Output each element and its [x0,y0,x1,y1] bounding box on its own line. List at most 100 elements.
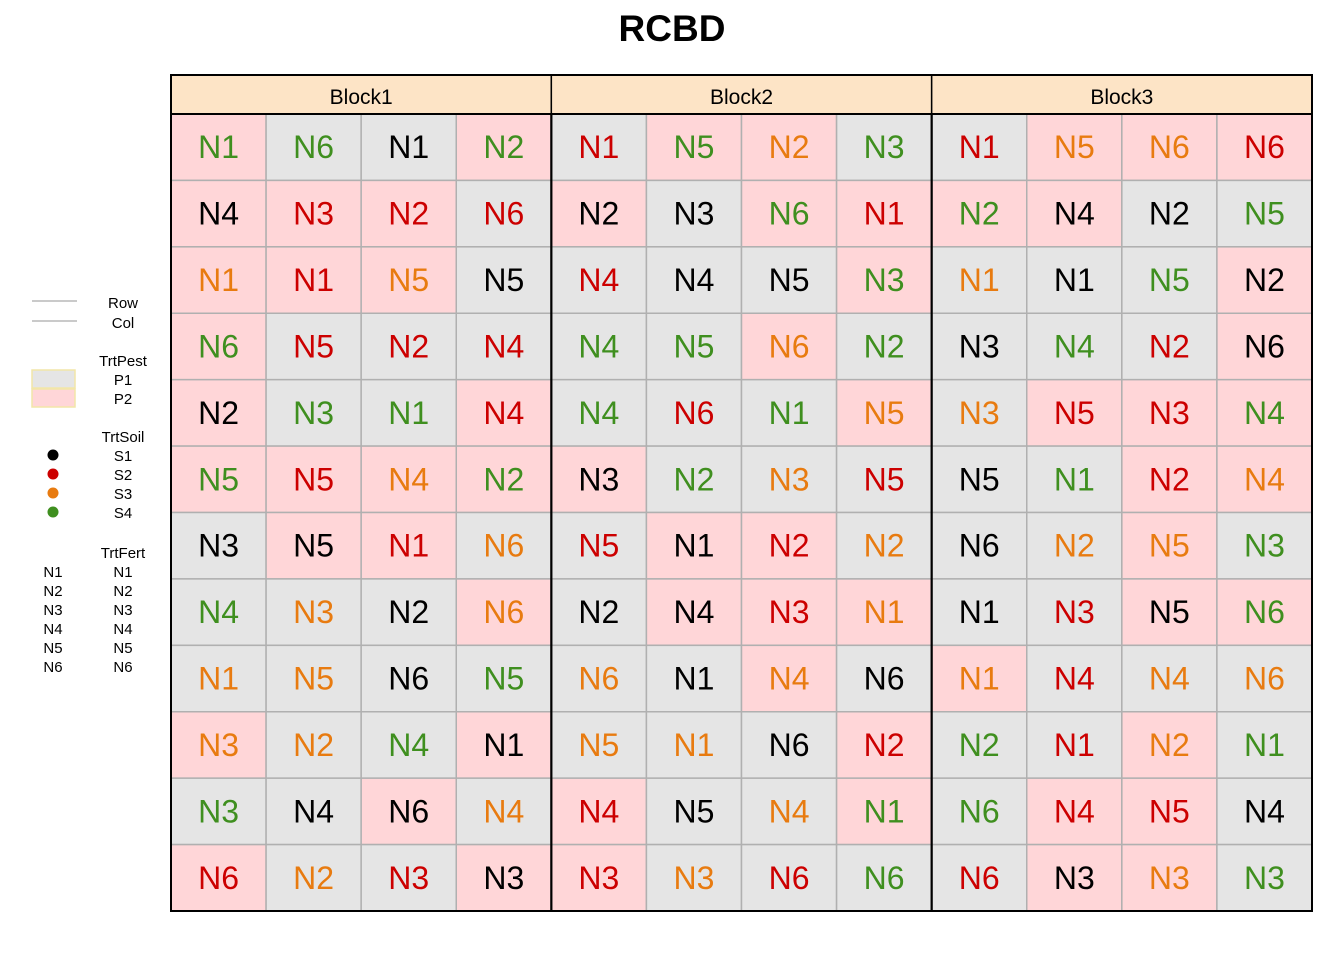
plot-cell [645,644,743,713]
plot-cell [645,378,743,447]
plot-cell [930,843,1028,912]
plot-cell [930,312,1028,381]
cell-label: N6 [864,661,905,697]
plot-cell [1121,578,1218,647]
plot-cell [645,843,743,912]
cell-label: N1 [293,262,334,298]
legend-soil-label: S2 [114,467,132,484]
plot-cell [265,312,362,381]
cell-label: N4 [674,262,715,298]
cell-label: N5 [674,328,715,364]
cell-label: N5 [483,262,524,298]
plot-cell [835,777,933,846]
cell-label: N1 [769,395,810,431]
cell-label: N6 [1244,594,1285,630]
plot-cell [360,511,457,580]
cell-label: N4 [293,793,334,829]
cell-label: N4 [198,196,239,232]
legend-fert-label: N5 [113,640,132,657]
cell-label: N2 [388,328,429,364]
cell-label: N2 [388,196,429,232]
cell-label: N6 [769,727,810,763]
legend-pest-label: P2 [114,391,132,408]
plot-cell [740,644,838,713]
cell-label: N1 [674,528,715,564]
cell-label: N4 [1054,661,1095,697]
plot-cell [1216,378,1313,447]
block-label: Block3 [1090,86,1153,109]
cell-label: N4 [483,793,524,829]
plot-cell [360,644,457,713]
plot-cell [645,179,743,248]
cell-label: N1 [959,129,1000,165]
cell-label: N2 [959,196,1000,232]
cell-label: N6 [578,661,619,697]
chart-title: RCBD [618,8,726,49]
legend-fert-key: N2 [43,583,62,600]
cell-label: N1 [864,793,905,829]
plot-cell [550,445,648,514]
plot-cell [360,711,457,779]
plot-cell [455,644,553,713]
cell-label: N1 [864,594,905,630]
cell-label: N1 [1244,727,1285,763]
legend-fert-key: N4 [43,621,62,638]
plot-cell [550,246,648,314]
plot-cell [170,113,267,182]
plot-cell [1026,179,1123,248]
legend-fert-label: N1 [113,564,132,581]
legend-soil-title: TrtSoil [102,429,145,446]
cell-label: N1 [388,129,429,165]
plot-cell [360,312,457,381]
cell-label: N6 [1244,328,1285,364]
cell-label: N1 [1054,461,1095,497]
cell-label: N5 [674,793,715,829]
cell-label: N2 [1149,328,1190,364]
plot-cell [550,378,648,447]
cell-label: N4 [1149,661,1190,697]
cell-label: N4 [1054,793,1095,829]
plot-cell [1216,843,1313,912]
plot-cell [360,445,457,514]
cell-label: N3 [1149,395,1190,431]
cell-label: N5 [293,461,334,497]
plot-cell [550,711,648,779]
cell-label: N1 [959,594,1000,630]
cell-label: N6 [483,594,524,630]
plot-cell [1216,777,1313,846]
cell-label: N5 [674,129,715,165]
plot-cell [740,378,838,447]
cell-label: N2 [864,328,905,364]
cell-label: N1 [483,727,524,763]
cell-label: N4 [769,793,810,829]
cell-label: N1 [1054,262,1095,298]
legend-fert-label: N6 [113,659,132,676]
plot-cell [455,711,553,779]
plot-cell [360,777,457,846]
cell-label: N5 [578,528,619,564]
block-header [930,74,1313,115]
cell-label: N5 [1149,262,1190,298]
cell-label: N4 [1054,328,1095,364]
cell-label: N1 [388,528,429,564]
block-label: Block2 [710,86,773,109]
plot-cell [740,511,838,580]
cell-label: N3 [293,395,334,431]
cell-label: N6 [388,661,429,697]
cell-label: N6 [769,196,810,232]
cell-label: N4 [578,328,619,364]
cell-label: N3 [1054,594,1095,630]
cell-label: N6 [1244,129,1285,165]
cell-label: N6 [864,860,905,896]
cell-label: N3 [198,727,239,763]
plot-cell [645,711,743,779]
plot-cell [1216,445,1313,514]
cell-label: N5 [293,328,334,364]
cell-label: N2 [1054,528,1095,564]
cell-label: N5 [1244,196,1285,232]
cell-label: N5 [198,461,239,497]
legend-fert-label: N4 [113,621,132,638]
cell-label: N5 [388,262,429,298]
plot-cell [265,378,362,447]
